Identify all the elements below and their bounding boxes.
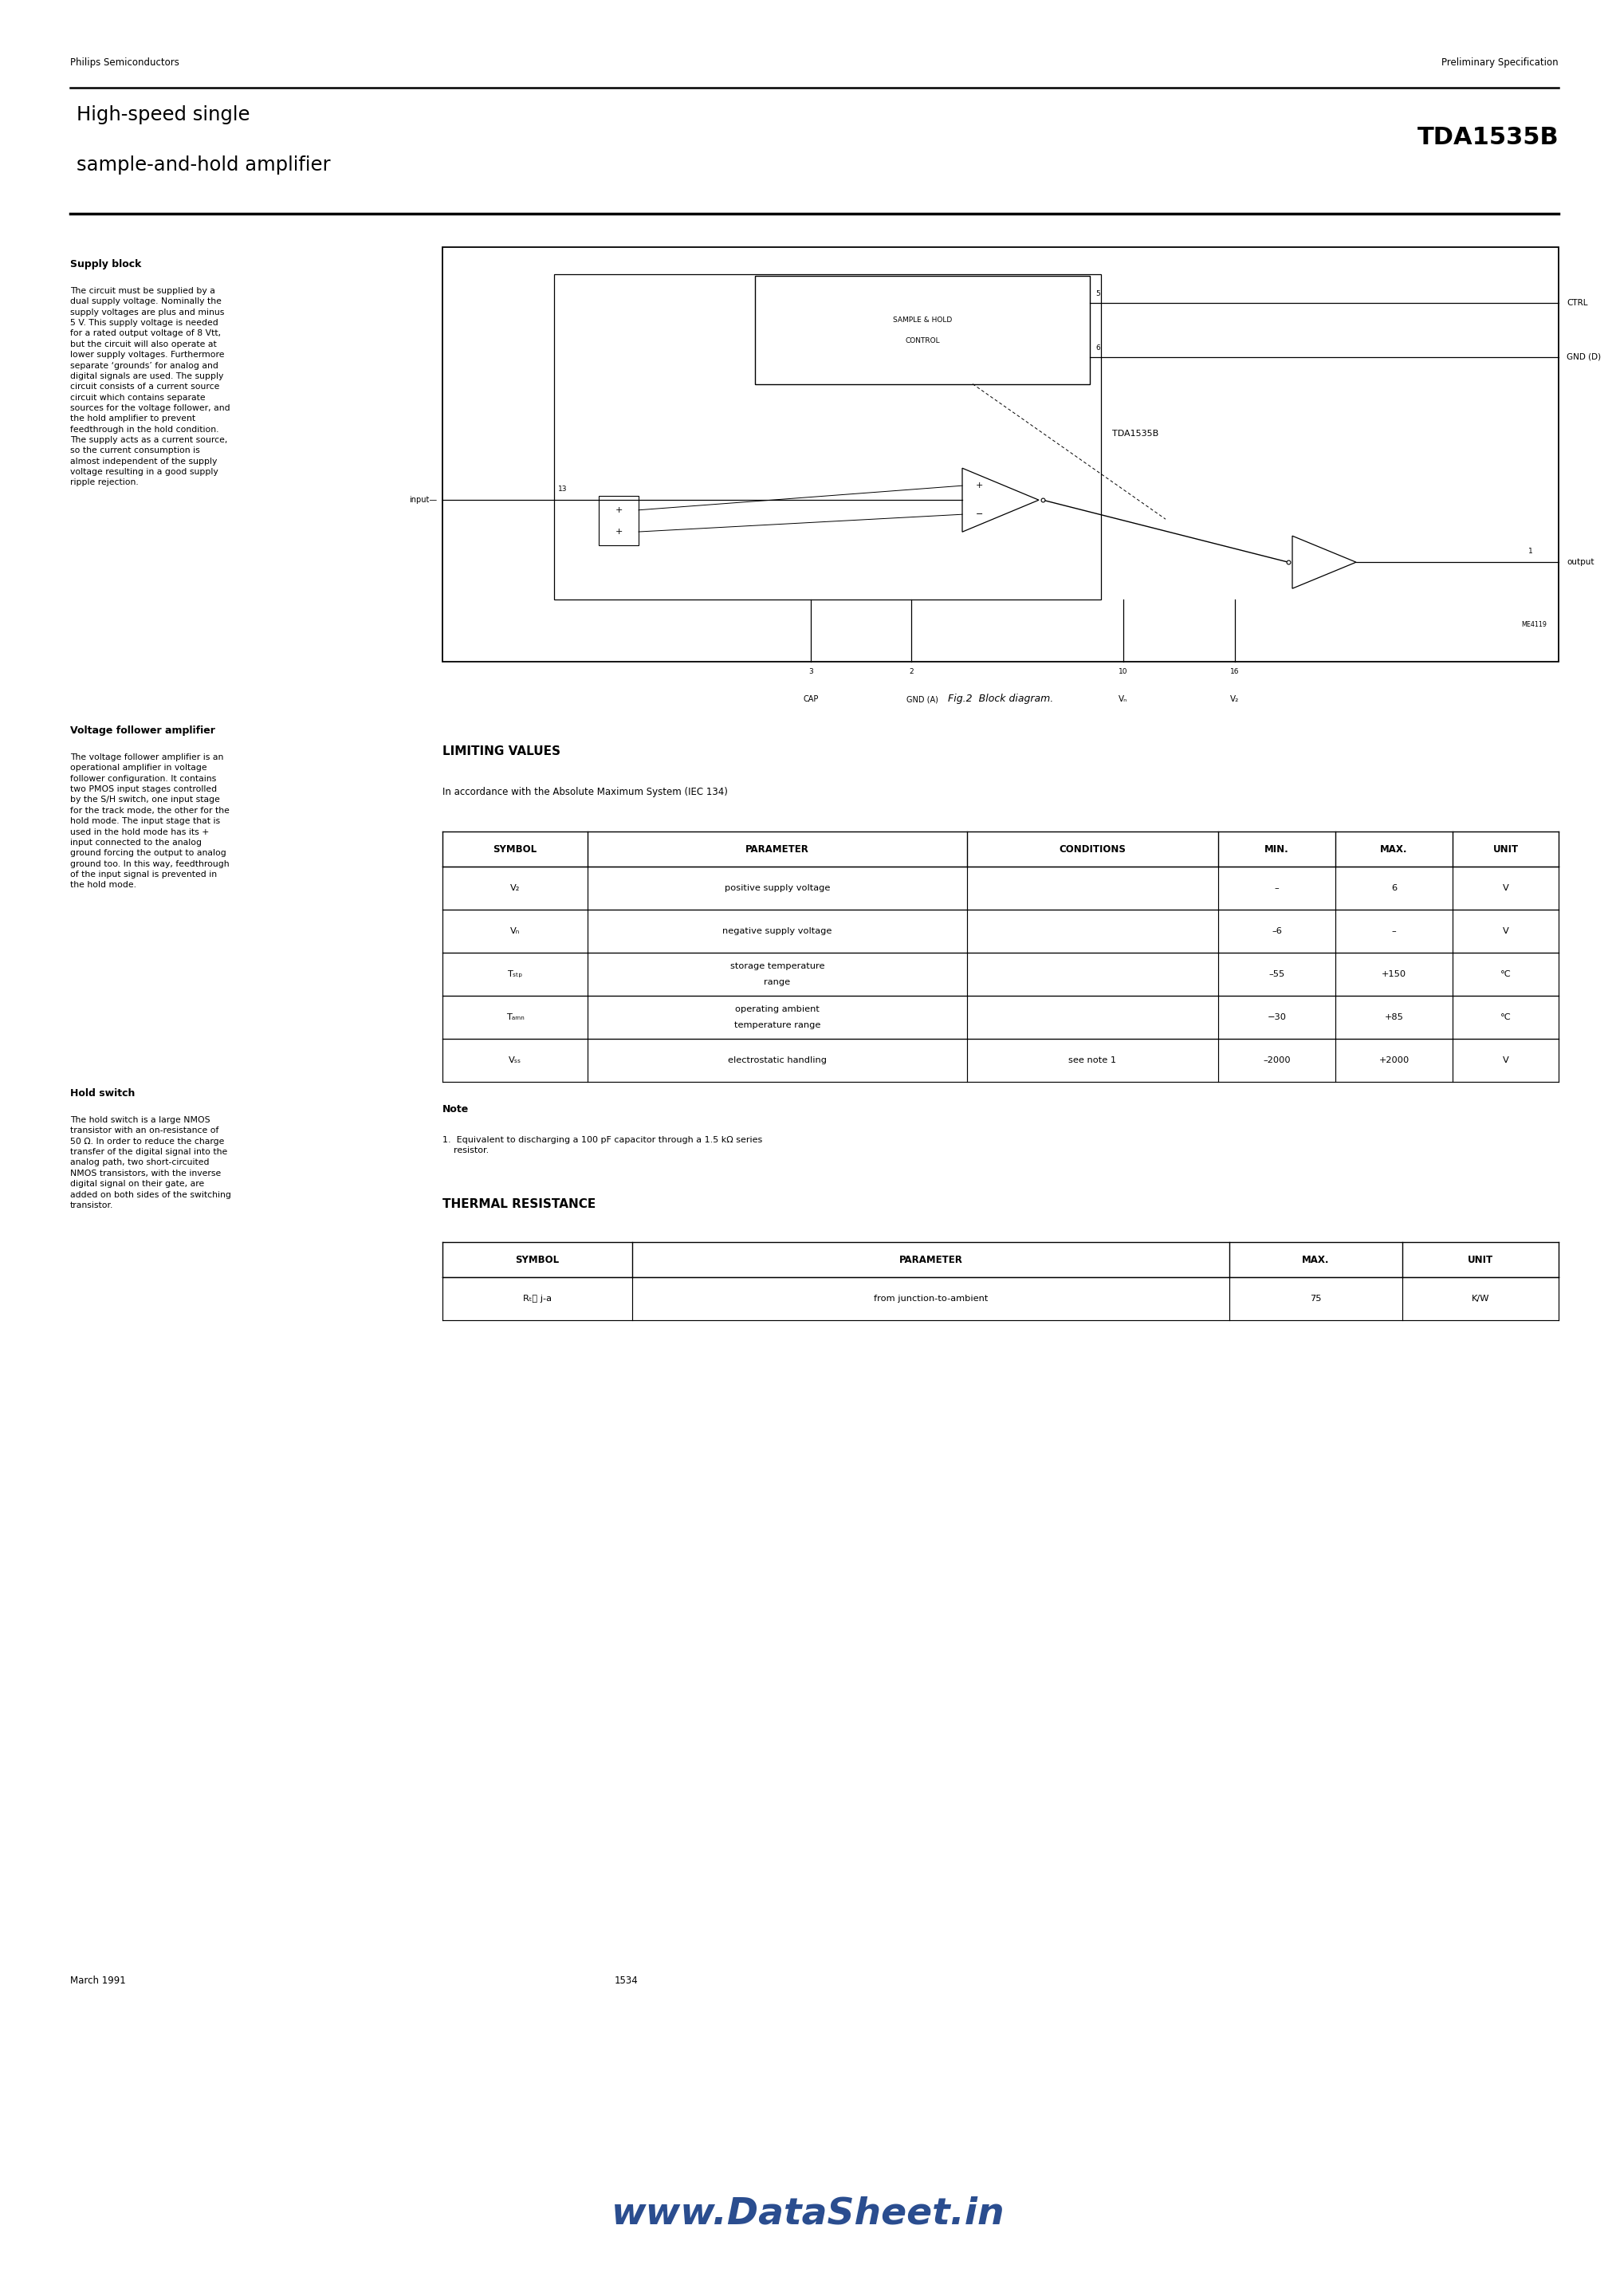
Polygon shape xyxy=(962,468,1039,533)
Text: temperature range: temperature range xyxy=(734,1022,821,1029)
Text: Vₛₛ: Vₛₛ xyxy=(509,1056,522,1065)
Text: –2000: –2000 xyxy=(1264,1056,1291,1065)
Text: sample-and-hold amplifier: sample-and-hold amplifier xyxy=(76,156,331,174)
Text: MAX.: MAX. xyxy=(1380,845,1408,854)
Text: MIN.: MIN. xyxy=(1264,845,1290,854)
Text: °C: °C xyxy=(1500,971,1511,978)
Text: The circuit must be supplied by a
dual supply voltage. Nominally the
supply volt: The circuit must be supplied by a dual s… xyxy=(69,287,229,487)
Text: Vₙ: Vₙ xyxy=(511,928,520,934)
Text: High-speed single: High-speed single xyxy=(76,106,250,124)
Text: 13: 13 xyxy=(558,487,567,494)
Text: –: – xyxy=(1391,928,1396,934)
Bar xyxy=(443,248,1558,661)
Text: positive supply voltage: positive supply voltage xyxy=(724,884,831,893)
Text: Voltage follower amplifier: Voltage follower amplifier xyxy=(69,726,215,735)
Text: www.DataSheet.in: www.DataSheet.in xyxy=(611,2197,1005,2232)
Text: +2000: +2000 xyxy=(1378,1056,1409,1065)
Text: CAP: CAP xyxy=(803,696,819,703)
Text: −: − xyxy=(976,510,983,519)
Text: electrostatic handling: electrostatic handling xyxy=(727,1056,827,1065)
Text: GND (A): GND (A) xyxy=(907,696,939,703)
Text: 75: 75 xyxy=(1311,1295,1322,1302)
Text: SYMBOL: SYMBOL xyxy=(493,845,537,854)
Text: −30: −30 xyxy=(1267,1013,1286,1022)
Text: THERMAL RESISTANCE: THERMAL RESISTANCE xyxy=(443,1199,596,1210)
Text: CONTROL: CONTROL xyxy=(905,338,941,344)
Text: MAX.: MAX. xyxy=(1302,1254,1330,1265)
Bar xyxy=(554,273,1100,599)
Text: 16: 16 xyxy=(1230,668,1239,675)
Text: GND (D): GND (D) xyxy=(1566,354,1601,360)
Text: see note 1: see note 1 xyxy=(1068,1056,1117,1065)
Text: Fig.2  Block diagram.: Fig.2 Block diagram. xyxy=(949,693,1054,705)
Text: CTRL: CTRL xyxy=(1566,298,1587,308)
Text: 6: 6 xyxy=(1096,344,1100,351)
Text: 1.  Equivalent to discharging a 100 pF capacitor through a 1.5 kΩ series
    res: 1. Equivalent to discharging a 100 pF ca… xyxy=(443,1137,763,1155)
Text: from junction-to-ambient: from junction-to-ambient xyxy=(874,1295,987,1302)
Text: input—: input— xyxy=(409,496,436,505)
Text: 1534: 1534 xyxy=(614,1975,638,1986)
Text: V: V xyxy=(1503,928,1509,934)
Text: +: + xyxy=(616,505,622,514)
Text: UNIT: UNIT xyxy=(1467,1254,1493,1265)
Text: UNIT: UNIT xyxy=(1493,845,1519,854)
Text: SAMPLE & HOLD: SAMPLE & HOLD xyxy=(892,317,952,324)
Text: Rₜℊ j-a: Rₜℊ j-a xyxy=(524,1295,551,1302)
Text: PARAMETER: PARAMETER xyxy=(898,1254,963,1265)
Text: SYMBOL: SYMBOL xyxy=(516,1254,559,1265)
Bar xyxy=(598,496,638,546)
Text: 1: 1 xyxy=(1529,549,1534,556)
Text: CONDITIONS: CONDITIONS xyxy=(1058,845,1126,854)
Text: storage temperature: storage temperature xyxy=(730,962,824,971)
Text: output: output xyxy=(1566,558,1593,567)
Text: negative supply voltage: negative supply voltage xyxy=(722,928,832,934)
Text: Tₛₜₚ: Tₛₜₚ xyxy=(507,971,522,978)
Text: TDA1535B: TDA1535B xyxy=(1417,126,1558,149)
Text: In accordance with the Absolute Maximum System (IEC 134): In accordance with the Absolute Maximum … xyxy=(443,788,727,797)
Text: LIMITING VALUES: LIMITING VALUES xyxy=(443,746,561,758)
Text: Hold switch: Hold switch xyxy=(69,1088,136,1097)
Text: 3: 3 xyxy=(808,668,813,675)
Text: Supply block: Supply block xyxy=(69,259,142,269)
Text: V₂: V₂ xyxy=(1230,696,1239,703)
Polygon shape xyxy=(1293,535,1356,588)
Text: 6: 6 xyxy=(1391,884,1396,893)
Text: Tₐₘₙ: Tₐₘₙ xyxy=(506,1013,524,1022)
Text: +85: +85 xyxy=(1385,1013,1403,1022)
Text: Note: Note xyxy=(443,1104,469,1114)
Text: +150: +150 xyxy=(1382,971,1406,978)
Bar xyxy=(755,276,1089,383)
Text: K/W: K/W xyxy=(1472,1295,1490,1302)
Text: +: + xyxy=(616,528,622,535)
Text: March 1991: March 1991 xyxy=(69,1975,126,1986)
Text: PARAMETER: PARAMETER xyxy=(745,845,810,854)
Text: The voltage follower amplifier is an
operational amplifier in voltage
follower c: The voltage follower amplifier is an ope… xyxy=(69,753,229,889)
Text: Vₙ: Vₙ xyxy=(1118,696,1128,703)
Text: ME4119: ME4119 xyxy=(1521,620,1547,629)
Text: –6: –6 xyxy=(1272,928,1281,934)
Text: –55: –55 xyxy=(1269,971,1285,978)
Text: TDA1535B: TDA1535B xyxy=(1112,429,1159,439)
Text: V: V xyxy=(1503,1056,1509,1065)
Text: +: + xyxy=(976,482,983,489)
Text: range: range xyxy=(764,978,790,987)
Text: –: – xyxy=(1275,884,1280,893)
Text: operating ambient: operating ambient xyxy=(735,1006,819,1013)
Text: The hold switch is a large NMOS
transistor with an on-resistance of
50 Ω. In ord: The hold switch is a large NMOS transist… xyxy=(69,1116,231,1210)
Text: V₂: V₂ xyxy=(511,884,520,893)
Text: Philips Semiconductors: Philips Semiconductors xyxy=(69,57,179,69)
Text: °C: °C xyxy=(1500,1013,1511,1022)
Text: 2: 2 xyxy=(908,668,913,675)
Text: V: V xyxy=(1503,884,1509,893)
Text: 10: 10 xyxy=(1118,668,1128,675)
Text: Preliminary Specification: Preliminary Specification xyxy=(1441,57,1558,69)
Text: 5: 5 xyxy=(1096,289,1100,298)
